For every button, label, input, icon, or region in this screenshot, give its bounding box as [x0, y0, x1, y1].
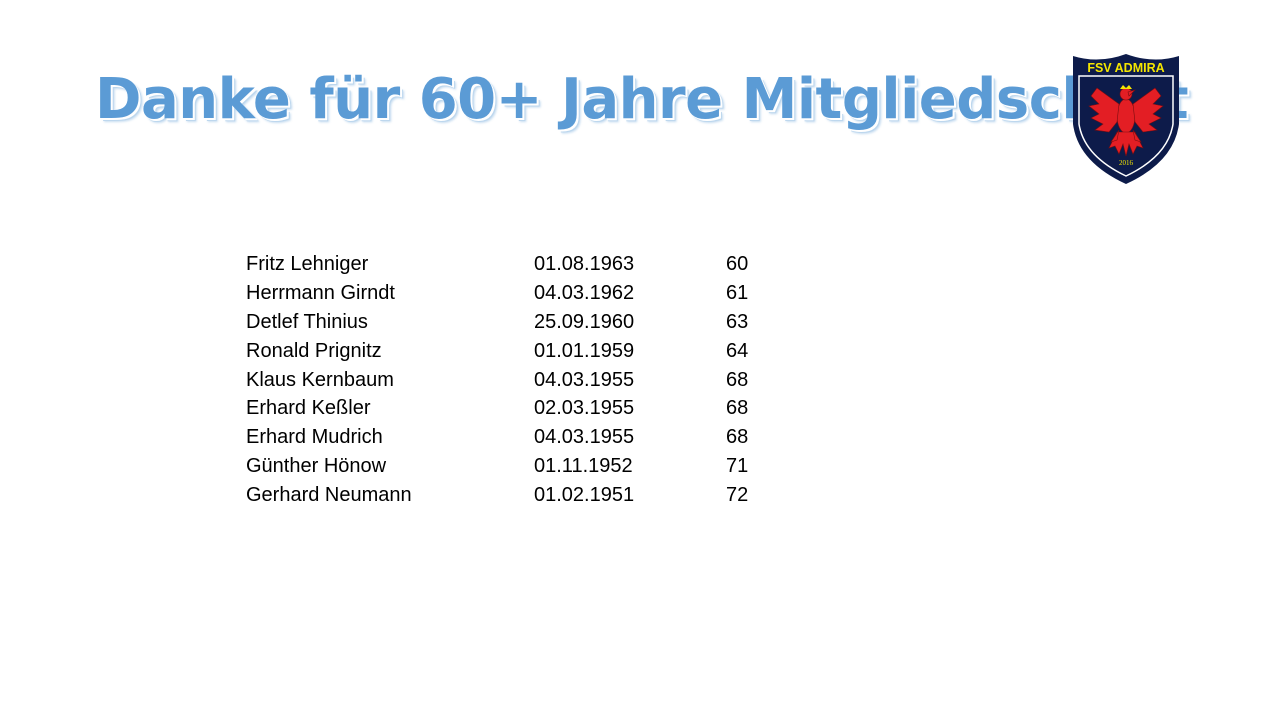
member-date: 04.03.1955 [534, 368, 635, 391]
member-name: Klaus Kernbaum [246, 368, 394, 391]
member-row: Herrmann Girndt 04.03.1962 61 [246, 279, 766, 308]
member-row: Fritz Lehniger 01.08.1963 60 [246, 250, 766, 279]
member-date: 01.02.1951 [534, 484, 635, 507]
member-row: Günther Hönow 01.11.1952 71 [246, 452, 766, 481]
member-years: 61 [726, 281, 749, 304]
member-years: 63 [726, 310, 749, 333]
member-date: 01.08.1963 [534, 253, 635, 275]
member-name: Günther Hönow [246, 455, 387, 478]
member-name: Gerhard Neumann [246, 484, 412, 507]
logo-club-name: FSV ADMIRA [1087, 61, 1164, 75]
member-name: Ronald Prignitz [246, 339, 382, 362]
fsv-admira-crest-icon: FSV ADMIRA 2016 [1073, 54, 1179, 184]
member-years: 72 [726, 484, 749, 507]
member-name: Erhard Mudrich [246, 426, 383, 449]
member-row: Detlef Thinius 25.09.1960 63 [246, 308, 766, 337]
member-name: Herrmann Girndt [246, 281, 395, 304]
member-row: Klaus Kernbaum 04.03.1955 68 [246, 366, 766, 395]
member-row: Erhard Keßler 02.03.1955 68 [246, 394, 766, 423]
member-date: 04.03.1962 [534, 281, 635, 304]
member-years: 64 [726, 339, 749, 362]
member-date: 01.01.1959 [534, 339, 635, 362]
member-name: Detlef Thinius [246, 310, 368, 333]
member-years: 68 [726, 397, 749, 420]
member-name: Fritz Lehniger [246, 253, 369, 275]
member-years: 68 [726, 426, 749, 449]
member-list: Fritz Lehniger 01.08.1963 60 Herrmann Gi… [246, 250, 766, 510]
member-row: Gerhard Neumann 01.02.1951 72 [246, 481, 766, 510]
member-row: Erhard Mudrich 04.03.1955 68 [246, 423, 766, 452]
member-date: 01.11.1952 [534, 455, 633, 478]
slide-title: Danke für 60+ Jahre Mitgliedschaft [95, 67, 1189, 132]
member-date: 04.03.1955 [534, 426, 635, 449]
member-years: 60 [726, 253, 749, 275]
member-years: 71 [726, 455, 749, 478]
logo-year: 2016 [1119, 159, 1134, 167]
member-date: 02.03.1955 [534, 397, 635, 420]
club-logo: FSV ADMIRA 2016 [1069, 52, 1183, 186]
member-row: Ronald Prignitz 01.01.1959 64 [246, 337, 766, 366]
member-date: 25.09.1960 [534, 310, 635, 333]
member-name: Erhard Keßler [246, 397, 371, 420]
member-years: 68 [726, 368, 749, 391]
